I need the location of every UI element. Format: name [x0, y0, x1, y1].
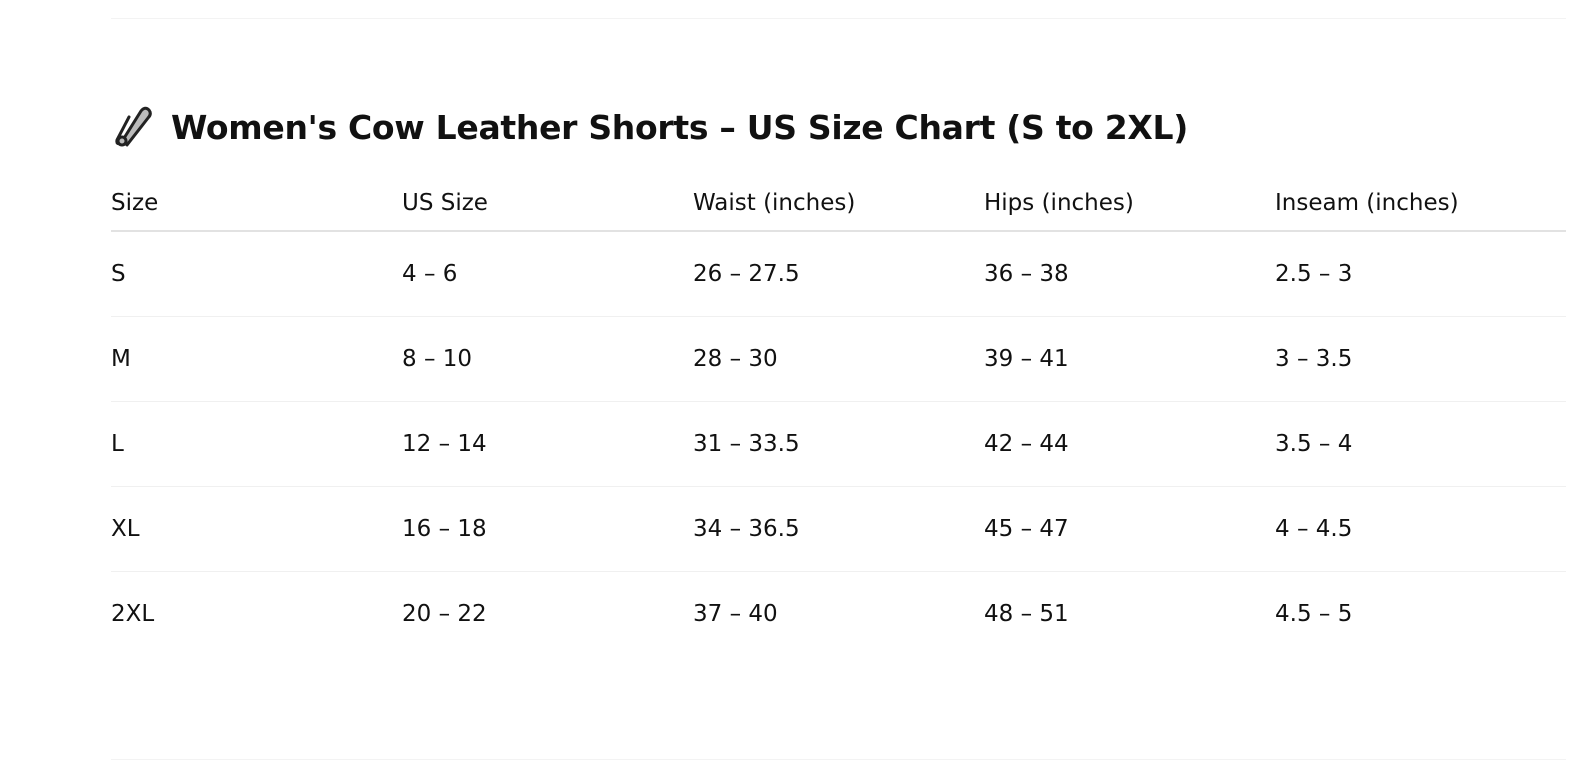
table-row: 2XL 20 – 22 37 – 40 48 – 51 4.5 – 5 — [111, 572, 1566, 657]
column-header: Waist (inches) — [693, 176, 984, 232]
column-header: Size — [111, 176, 402, 232]
table-row: XL 16 – 18 34 – 36.5 45 – 47 4 – 4.5 — [111, 486, 1566, 572]
table-cell: 8 – 10 — [402, 316, 693, 402]
table-cell: 42 – 44 — [984, 401, 1275, 487]
table-cell: 39 – 41 — [984, 316, 1275, 402]
table-cell: XL — [111, 486, 402, 572]
column-header: US Size — [402, 176, 693, 232]
table-row: L 12 – 14 31 – 33.5 42 – 44 3.5 – 4 — [111, 401, 1566, 487]
safety-pin-icon — [115, 106, 152, 147]
table-cell: 37 – 40 — [693, 601, 778, 627]
table-cell: 34 – 36.5 — [693, 486, 984, 572]
page-title: Women's Cow Leather Shorts – US Size Cha… — [111, 103, 1188, 151]
table-cell: 2XL — [111, 601, 155, 627]
table-cell: 3 – 3.5 — [1275, 316, 1566, 402]
table-cell: 4.5 – 5 — [1275, 601, 1353, 627]
table-cell: 48 – 51 — [984, 601, 1069, 627]
table-header-row: Size US Size Waist (inches) Hips (inches) In… — [111, 176, 1566, 232]
table-cell: 26 – 27.5 — [693, 231, 984, 317]
table-cell: 3.5 – 4 — [1275, 401, 1566, 487]
table-cell: 31 – 33.5 — [693, 401, 984, 487]
column-header: Hips (inches) — [984, 176, 1275, 232]
bottom-divider — [111, 759, 1566, 760]
table-cell: 28 – 30 — [693, 316, 984, 402]
table-cell: S — [111, 231, 402, 317]
table-cell: 4 – 6 — [402, 231, 693, 317]
table-cell: 12 – 14 — [402, 401, 693, 487]
title-text: Women's Cow Leather Shorts – US Size Cha… — [171, 107, 1189, 147]
table-cell: 36 – 38 — [984, 231, 1275, 317]
table-cell: L — [111, 401, 402, 487]
table-cell: M — [111, 316, 402, 402]
column-header: Inseam (inches) — [1275, 176, 1566, 232]
table-cell: 4 – 4.5 — [1275, 486, 1566, 572]
table-cell: 45 – 47 — [984, 486, 1275, 572]
top-divider — [111, 18, 1566, 19]
table-cell: 2.5 – 3 — [1275, 231, 1566, 317]
table-cell: 16 – 18 — [402, 486, 693, 572]
size-chart-table: Size US Size Waist (inches) Hips (inches) In… — [111, 176, 1566, 656]
table-cell: 20 – 22 — [402, 601, 487, 627]
